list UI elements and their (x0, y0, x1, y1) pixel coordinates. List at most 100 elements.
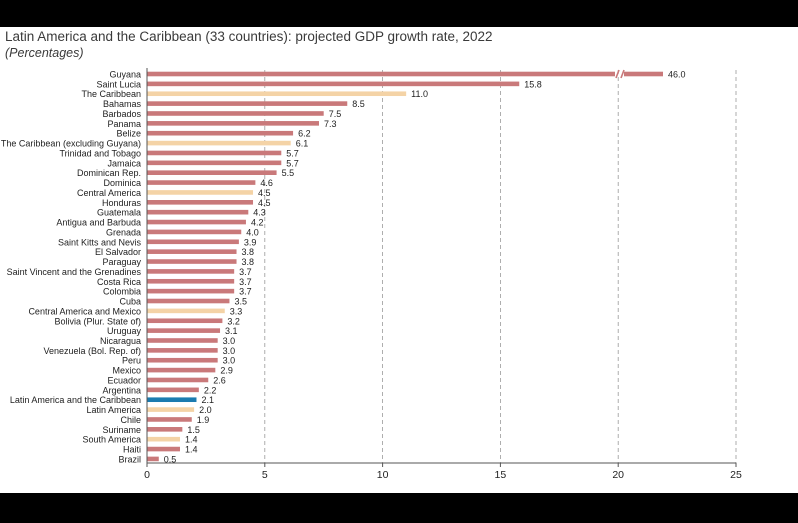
bar (147, 407, 195, 412)
data-label: 0.5 (164, 454, 177, 464)
data-label: 4.2 (251, 218, 264, 228)
data-label: 15.8 (524, 79, 542, 89)
category-label: Grenada (106, 227, 141, 237)
chart-subtitle: (Percentages) (5, 46, 84, 60)
category-label: Bahamas (103, 99, 142, 109)
bar (147, 91, 407, 97)
bar (147, 140, 291, 146)
bar (147, 249, 237, 254)
category-label: Antigua and Barbuda (56, 218, 141, 228)
data-label: 46.0 (668, 70, 686, 80)
data-label: 4.0 (246, 227, 259, 237)
data-label: 3.9 (244, 237, 257, 247)
data-label: 5.7 (286, 148, 299, 158)
data-label: 4.5 (258, 188, 271, 198)
data-label: 7.3 (324, 119, 337, 129)
category-label: The Caribbean (excluding Guyana) (1, 139, 141, 149)
bar (147, 427, 183, 432)
category-label: El Salvador (95, 247, 141, 257)
chart-panel: Latin America and the Caribbean (33 coun… (0, 27, 798, 493)
bar (147, 269, 235, 274)
data-label: 3.0 (223, 356, 236, 366)
category-label: The Caribbean (81, 89, 141, 99)
category-label: Barbados (102, 109, 141, 119)
data-label: 2.2 (204, 385, 217, 395)
x-tick-label: 10 (377, 469, 389, 481)
data-label: 4.3 (253, 208, 266, 218)
bar (147, 308, 225, 314)
category-label: Suriname (102, 425, 141, 435)
category-label: Saint Lucia (96, 79, 141, 89)
data-label: 2.0 (199, 405, 212, 415)
bar (147, 71, 615, 77)
bar (147, 229, 242, 235)
data-label: 3.1 (225, 326, 238, 336)
data-label: 8.5 (352, 99, 365, 109)
x-tick-label: 5 (262, 469, 268, 481)
bar (147, 288, 235, 294)
bar (147, 377, 209, 383)
data-label: 3.7 (239, 287, 252, 297)
bar (147, 298, 230, 304)
category-label: Saint Vincent and the Grenadines (7, 267, 142, 277)
bar (147, 456, 159, 462)
category-label: Latin America (86, 405, 141, 415)
bar (147, 278, 235, 284)
data-label: 3.3 (230, 306, 243, 316)
category-label: Chile (120, 415, 141, 425)
data-label: 3.7 (239, 267, 252, 277)
category-label: Cuba (119, 297, 141, 307)
data-label: 3.8 (242, 247, 255, 257)
bar (147, 121, 319, 126)
data-label: 6.1 (296, 139, 309, 149)
category-label: Jamaica (107, 158, 141, 168)
category-label: Panama (107, 119, 141, 129)
bar (147, 111, 324, 116)
category-label: Venezuela (Bol. Rep. of) (43, 346, 141, 356)
data-label: 1.4 (185, 435, 198, 445)
bar (147, 170, 277, 175)
data-label: 1.9 (197, 415, 210, 425)
category-label: Dominican Rep. (77, 168, 141, 178)
category-label: Central America and Mexico (28, 306, 141, 316)
category-label: Mexico (112, 366, 141, 376)
bar-segment (624, 71, 663, 77)
bar (147, 259, 237, 264)
data-label: 2.6 (213, 375, 226, 385)
bar (147, 180, 256, 185)
bar (147, 446, 180, 452)
x-tick-label: 25 (730, 469, 742, 481)
bar (147, 348, 218, 353)
bar (147, 328, 221, 333)
category-label: Dominica (103, 178, 141, 188)
bar (147, 209, 249, 215)
category-label: Peru (122, 356, 141, 366)
bar (147, 160, 282, 166)
category-label: Guatemala (97, 208, 141, 218)
category-label: Honduras (102, 198, 142, 208)
category-label: Bolivia (Plur. State of) (54, 316, 141, 326)
category-label: Brazil (118, 454, 141, 464)
category-label: Haiti (123, 445, 141, 455)
x-tick-label: 0 (144, 469, 150, 481)
bar (147, 397, 197, 403)
bar (147, 81, 520, 87)
bar (147, 130, 294, 136)
data-label: 2.1 (201, 395, 214, 405)
data-label: 4.5 (258, 198, 271, 208)
data-label: 11.0 (411, 89, 428, 99)
data-label: 3.2 (227, 316, 240, 326)
data-label: 3.5 (234, 297, 247, 307)
chart-title: Latin America and the Caribbean (33 coun… (5, 29, 493, 44)
category-label: Ecuador (107, 375, 141, 385)
data-label: 5.5 (282, 168, 295, 178)
bar (147, 318, 223, 324)
x-tick-label: 20 (612, 469, 624, 481)
data-label: 3.0 (223, 346, 236, 356)
category-label: Paraguay (102, 257, 141, 267)
category-label: Latin America and the Caribbean (10, 395, 141, 405)
category-label: Nicaragua (100, 336, 141, 346)
x-tick-label: 15 (495, 469, 507, 481)
bar (147, 357, 218, 363)
